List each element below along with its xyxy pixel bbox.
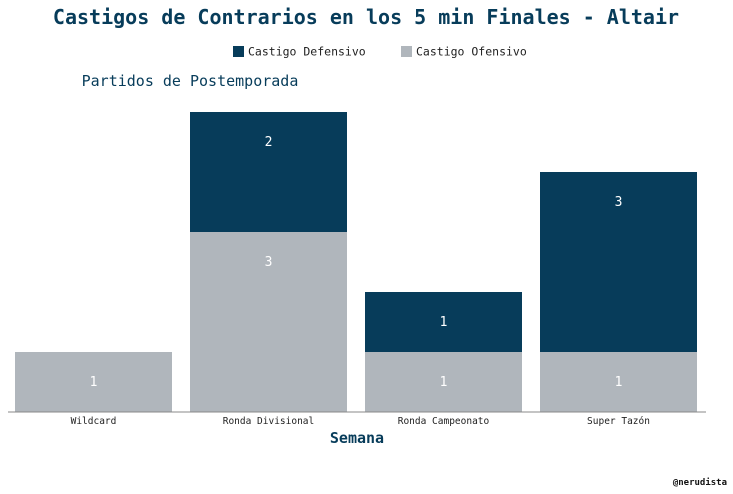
bar-value-label: 1 [440, 315, 448, 330]
bar-value-label: 1 [90, 375, 98, 390]
legend-swatch-ofensivo [401, 46, 412, 57]
chart-title: Castigos de Contrarios en los 5 min Fina… [53, 5, 679, 29]
x-tick-label: Wildcard [71, 416, 117, 427]
bar-defensivo-3 [540, 172, 697, 352]
credit-text: @nerudista [673, 477, 727, 488]
bar-value-label: 3 [615, 195, 623, 210]
legend-label-defensivo: Castigo Defensivo [248, 45, 366, 59]
bar-ofensivo-0 [15, 352, 172, 412]
bar-defensivo-2 [365, 292, 522, 352]
bar-value-label: 3 [265, 255, 273, 270]
legend-label-ofensivo: Castigo Ofensivo [416, 45, 527, 59]
bar-ofensivo-2 [365, 352, 522, 412]
bar-value-label: 1 [440, 375, 448, 390]
bar-value-label: 2 [265, 135, 273, 150]
x-axis-title: Semana [330, 429, 384, 447]
x-tick-label: Super Tazón [587, 416, 650, 427]
bar-value-label: 1 [615, 375, 623, 390]
bar-ofensivo-3 [540, 352, 697, 412]
chart-subtitle: Partidos de Postemporada [82, 72, 299, 90]
x-tick-label: Ronda Divisional [223, 416, 315, 427]
x-tick-label: Ronda Campeonato [398, 416, 490, 427]
bar-defensivo-1 [190, 112, 347, 232]
bars-group: 1 3 2 1 1 1 3 [15, 112, 697, 412]
x-tick-labels: Wildcard Ronda Divisional Ronda Campeonato… [71, 416, 650, 427]
legend: Castigo Defensivo Castigo Ofensivo [233, 45, 527, 59]
legend-swatch-defensivo [233, 46, 244, 57]
bar-ofensivo-1 [190, 232, 347, 412]
